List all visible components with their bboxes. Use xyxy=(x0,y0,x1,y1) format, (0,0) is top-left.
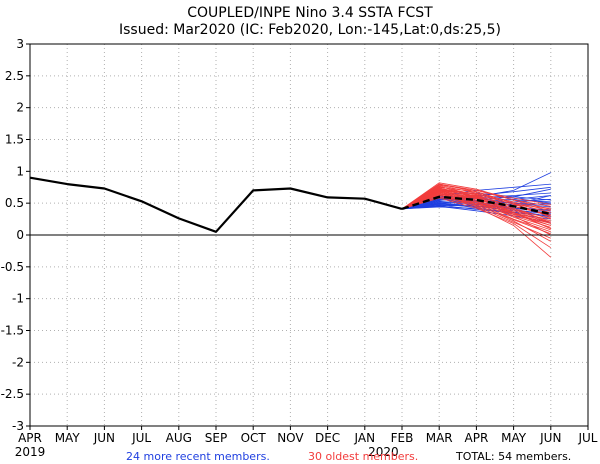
oldest-member-line xyxy=(401,182,551,210)
series-group xyxy=(29,176,552,233)
x-tick-label: MAY xyxy=(55,431,81,445)
year-label-2020: 2020 xyxy=(368,445,399,459)
x-tick-label: JUN xyxy=(93,431,115,445)
y-tick-label: -2 xyxy=(12,355,24,369)
ensemble-mean-line xyxy=(401,195,552,216)
y-tick-label: -1.5 xyxy=(1,324,24,338)
x-tick-label: JAN xyxy=(354,431,376,445)
legend-oldest-members: 30 oldest members. xyxy=(308,450,418,463)
x-tick-label: JUL xyxy=(131,431,151,445)
x-tick-label: MAY xyxy=(501,431,527,445)
x-tick-label: APR xyxy=(465,431,489,445)
oldest-member-line xyxy=(401,188,551,210)
oldest-member-line xyxy=(401,192,552,258)
oldest-member-line xyxy=(401,185,551,222)
chart-subtitle: Issued: Mar2020 (IC: Feb2020, Lon:-145,L… xyxy=(119,22,501,38)
oldest-member-line xyxy=(401,191,551,224)
x-tick-label: AUG xyxy=(166,431,192,445)
chart-title: COUPLED/INPE Nino 3.4 SSTA FCST xyxy=(187,5,433,21)
legend-recent-members: 24 more recent members. xyxy=(126,450,270,463)
legend-total-members: TOTAL: 54 members. xyxy=(455,450,571,463)
x-tick-label: APR xyxy=(18,431,42,445)
y-tick-label: -3 xyxy=(12,419,24,433)
x-tick-label: SEP xyxy=(205,431,227,445)
oldest-member-line xyxy=(401,194,551,235)
y-tick-label: 1.5 xyxy=(5,133,24,147)
x-tick-label: JUL xyxy=(577,431,597,445)
y-tick-label: 0.5 xyxy=(5,196,24,210)
y-tick-label: 2 xyxy=(16,101,24,115)
y-tick-label: 1 xyxy=(16,164,24,178)
x-tick-label: NOV xyxy=(277,431,304,445)
oldest-member-line xyxy=(401,187,551,229)
x-tick-label: JUN xyxy=(539,431,561,445)
observed-line xyxy=(29,176,403,233)
y-tick-label: -1 xyxy=(12,292,24,306)
x-tick-label: FEB xyxy=(391,431,414,445)
y-tick-label: -0.5 xyxy=(1,260,24,274)
y-tick-label: 2.5 xyxy=(5,69,24,83)
oldest-member-line xyxy=(401,189,551,219)
oldest-member-line xyxy=(401,184,551,210)
x-tick-label: MAR xyxy=(426,431,453,445)
y-tick-label: 0 xyxy=(16,228,24,242)
y-tick-label: 3 xyxy=(16,37,24,51)
x-tick-label: DEC xyxy=(315,431,340,445)
year-label-2019: 2019 xyxy=(15,445,46,459)
x-tick-label: OCT xyxy=(241,431,267,445)
y-tick-label: -2.5 xyxy=(1,387,24,401)
